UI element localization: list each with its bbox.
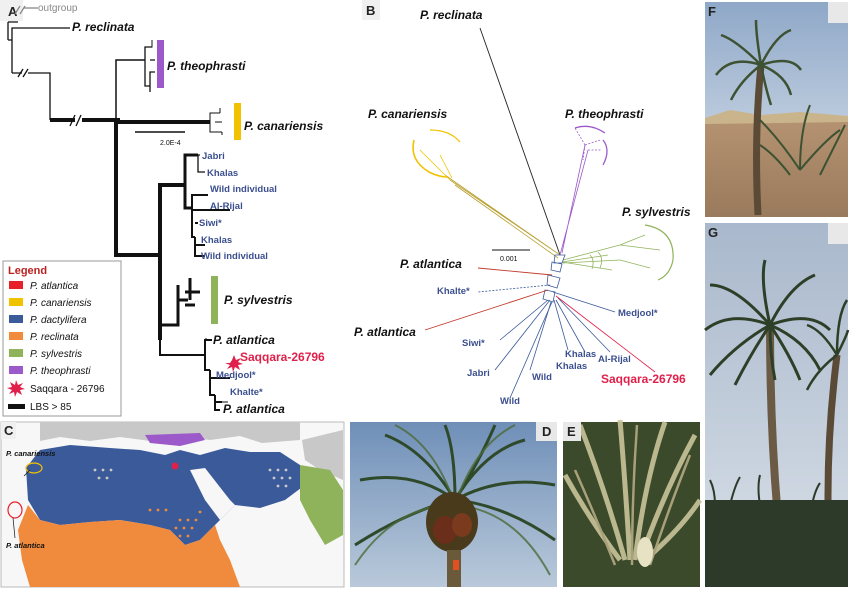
network-jabri-label: Jabri — [467, 368, 490, 379]
khalas-label-2: Khalas — [201, 235, 232, 246]
legend-item-dactylifera: P. dactylifera — [30, 315, 87, 326]
saqqara-label: Saqqara-26796 — [240, 350, 325, 364]
panel-b-network: B — [354, 0, 691, 407]
legend-item-saqqara: Saqqara - 26796 — [30, 384, 105, 395]
network-canariensis-label: P. canariensis — [368, 107, 447, 121]
network-sylvestris-label: P. sylvestris — [622, 205, 691, 219]
sylvestris-bar — [211, 276, 218, 324]
siwi-label: Siwi* — [199, 218, 222, 229]
network-al-rijal-label: Al-Rijal — [598, 354, 631, 365]
panel-a-tree: A — [0, 0, 325, 416]
network-reclinata-label: P. reclinata — [420, 8, 483, 22]
legend-item-lbs: LBS > 85 — [30, 402, 72, 413]
atlantica-range — [7, 501, 23, 519]
network-khalas-label-1: Khalas — [565, 349, 596, 360]
legend-item-sylvestris: P. sylvestris — [30, 349, 82, 360]
legend-item-reclinata: P. reclinata — [30, 332, 79, 343]
network-scale-label: 0.001 — [500, 256, 518, 263]
legend: Legend P. atlantica P. canariensis P. da… — [2, 260, 122, 417]
theophrasti-bar — [157, 40, 164, 88]
map-atlantica-label: P. atlantica — [6, 541, 45, 550]
legend-item-theophrasti: P. theophrasti — [30, 366, 91, 377]
khalas-label-1: Khalas — [207, 168, 238, 179]
network-siwi-label: Siwi* — [462, 338, 485, 349]
reclinata-label: P. reclinata — [72, 20, 135, 34]
canariensis-label: P. canariensis — [244, 119, 323, 133]
scale-label: 2.0E-4 — [160, 140, 181, 147]
network-wild-label-1: Wild — [532, 372, 552, 383]
panel-c-map: C P. canariensis P. atlantica — [0, 421, 345, 588]
legend-item-atlantica: P. atlantica — [30, 281, 79, 292]
panel-a-label: A — [8, 4, 18, 19]
tree-branches — [7, 5, 230, 411]
theophrasti-range — [145, 433, 205, 446]
reclinata-range — [18, 505, 240, 587]
panel-f-label: F — [708, 4, 716, 19]
map-canariensis-label: P. canariensis — [6, 449, 55, 458]
network-atlantica-label-2: P. atlantica — [354, 325, 416, 339]
outgroup-label: outgroup — [38, 3, 78, 14]
khalte-label: Khalte* — [230, 387, 263, 398]
saqqara-location-icon — [171, 462, 179, 470]
network-medjool-label: Medjool* — [618, 308, 658, 319]
panel-c-label: C — [4, 423, 14, 438]
network-atlantica-label-1: P. atlantica — [400, 257, 462, 271]
panel-e-label: E — [567, 424, 576, 439]
network-wild-label-2: Wild — [500, 396, 520, 407]
jabri-label: Jabri — [202, 151, 225, 162]
theophrasti-label: P. theophrasti — [167, 59, 246, 73]
wild-individual-label-2: Wild individual — [201, 251, 268, 262]
overlap-dots-north — [93, 468, 292, 488]
panel-g-label: G — [708, 225, 718, 240]
al-rijal-label: Al-Rijal — [210, 201, 243, 212]
sylvestris-label: P. sylvestris — [224, 293, 293, 307]
atlantica-label-1: P. atlantica — [213, 333, 275, 347]
network-theophrasti-label: P. theophrasti — [565, 107, 644, 121]
atlantica-label-2: P. atlantica — [223, 402, 285, 416]
panel-e-photo: E — [562, 419, 703, 587]
network-khalas-label-2: Khalas — [556, 361, 587, 372]
canariensis-bar — [234, 103, 241, 140]
panel-b-label: B — [366, 3, 375, 18]
panel-d-label: D — [542, 424, 551, 439]
legend-title: Legend — [8, 265, 47, 277]
saqqara-star-icon — [7, 380, 25, 397]
medjool-label: Medjool* — [216, 370, 256, 381]
canariensis-range — [25, 462, 43, 474]
legend-item-canariensis: P. canariensis — [30, 298, 92, 309]
sylvestris-range — [300, 465, 343, 545]
wild-individual-label-1: Wild individual — [210, 184, 277, 195]
overlap-dots — [148, 508, 202, 538]
panel-d-photo: D — [350, 422, 557, 587]
saqqara-star-icon — [225, 355, 243, 372]
network-khalte-label: Khalte* — [437, 286, 470, 297]
network-saqqara-label: Saqqara-26796 — [601, 372, 686, 386]
panel-f-photo: F — [705, 2, 848, 217]
panel-g-photo: G — [704, 223, 850, 587]
